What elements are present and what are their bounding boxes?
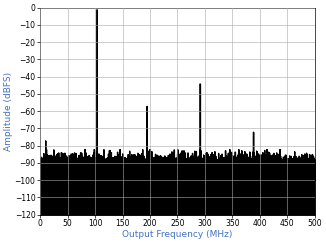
X-axis label: Output Frequency (MHz): Output Frequency (MHz) [122, 230, 232, 239]
Y-axis label: Amplitude (dBFS): Amplitude (dBFS) [4, 71, 13, 151]
